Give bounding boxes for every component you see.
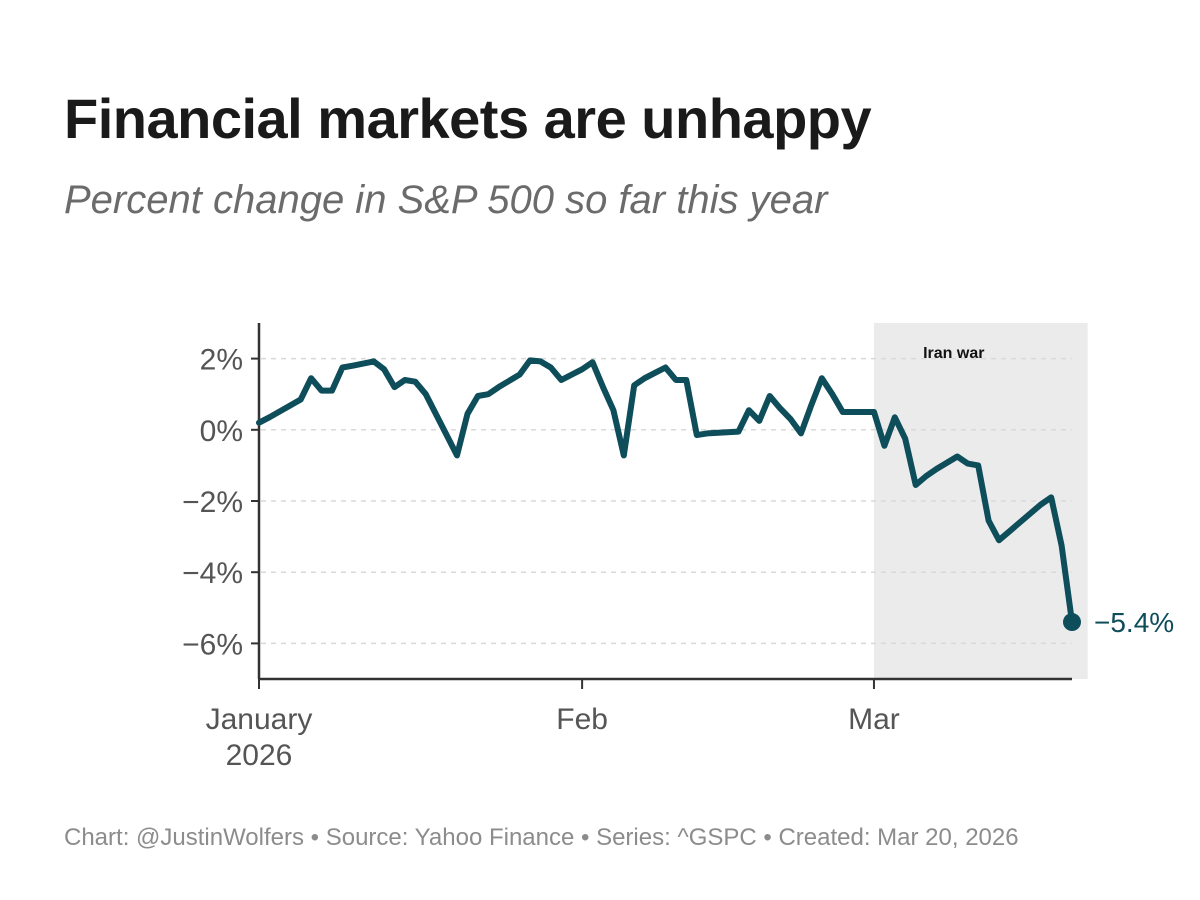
annotation-label: Iran war [923,345,984,362]
chart-title: Financial markets are unhappy [64,87,872,150]
data-point [757,418,762,423]
data-point [340,365,345,370]
data-point [423,392,428,397]
data-point [298,397,303,402]
data-point [621,453,626,458]
data-point [267,415,272,420]
data-point [934,466,939,471]
data-point [840,410,845,415]
data-point [746,408,751,413]
y-tick-label: 0% [200,415,243,448]
data-point [986,518,991,523]
data-point [475,393,480,398]
y-tick-label: 2% [200,344,243,377]
data-point [382,367,387,372]
series-layer [256,357,1081,632]
data-point [257,420,262,425]
end-value-label: −5.4% [1094,607,1174,638]
data-point [319,388,324,393]
data-point [1007,529,1012,534]
x-tick-label: 2026 [226,739,293,772]
chart-source-footer: Chart: @JustinWolfers • Source: Yahoo Fi… [64,824,1019,851]
data-point [1038,502,1043,507]
data-point [736,429,741,434]
data-point [496,385,501,390]
data-point [309,376,314,381]
data-point [350,363,355,368]
data-point [1049,495,1054,500]
data-point [559,377,564,382]
data-point [402,377,407,382]
data-point [455,453,460,458]
data-point [413,379,418,384]
data-point [642,376,647,381]
data-point [653,370,658,375]
data-point [580,367,585,372]
end-point-marker [1063,613,1081,632]
data-point [538,359,543,364]
data-point [1017,520,1022,525]
data-point [924,474,929,479]
data-point [684,377,689,382]
data-point [913,482,918,487]
data-point [767,393,772,398]
series-line-sp500 [256,357,1075,625]
data-point [705,431,710,436]
data-point [569,372,574,377]
data-point [861,410,866,415]
data-point [517,372,522,377]
data-point [976,463,981,468]
data-point [799,431,804,436]
data-point [871,410,876,415]
data-point [371,359,376,364]
data-point [465,411,470,416]
data-point [632,383,637,388]
chart-subtitle: Percent change in S&P 500 so far this ye… [64,178,828,222]
data-point [819,376,824,381]
data-point [955,454,960,459]
data-point [486,392,491,397]
data-point [694,433,699,438]
data-point [851,410,856,415]
data-point [590,360,595,365]
y-tick-label: −6% [182,628,243,661]
y-tick-label: −2% [182,486,243,519]
y-tick-label: −4% [182,557,243,590]
data-point [965,461,970,466]
x-tick-label: Feb [556,703,608,736]
data-point [600,385,605,390]
data-point [673,377,678,382]
data-point [809,402,814,407]
data-point [778,406,783,411]
data-point [830,392,835,397]
data-point [882,443,887,448]
x-tick-label: January [206,703,313,736]
data-point [903,436,908,441]
data-point [528,358,533,363]
axis-layer [251,323,1072,689]
data-point [611,408,616,413]
data-point [548,365,553,370]
data-point [392,385,397,390]
data-point [663,365,668,370]
data-point [892,415,897,420]
data-point [788,417,793,422]
data-point [1059,543,1064,548]
data-point [329,388,334,393]
data-point [997,538,1002,543]
x-tick-label: Mar [848,703,900,736]
